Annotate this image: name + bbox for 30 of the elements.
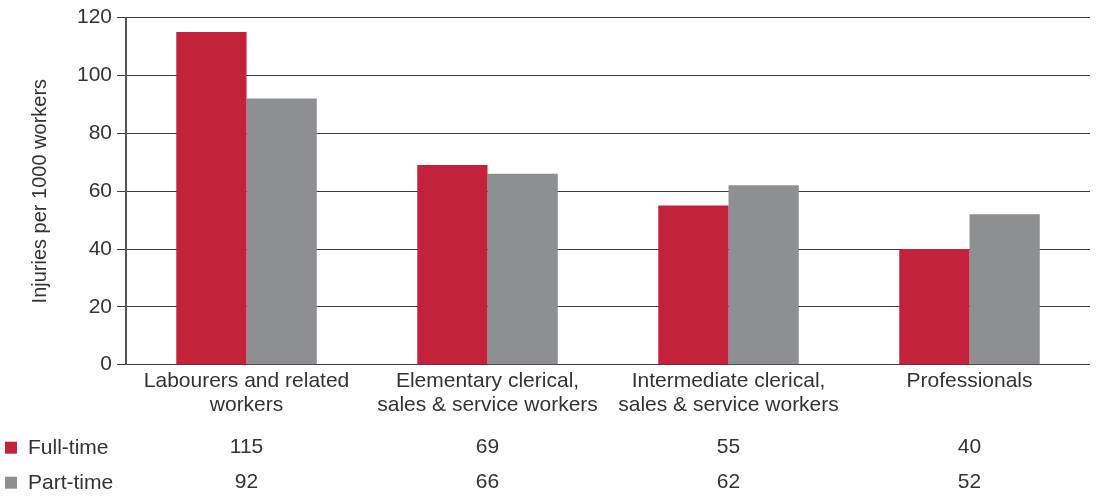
bar: [969, 214, 1040, 365]
data-label: 66: [475, 469, 500, 493]
x-tick-label: Elementary clerical, sales & service workers: [377, 367, 598, 415]
legend-label: Part-time: [28, 470, 114, 494]
y-tick-label: 80: [88, 120, 113, 144]
bar: [899, 249, 970, 365]
legend-label: Full-time: [28, 435, 109, 459]
x-tick-label: Intermediate clerical, sales & service workers: [618, 367, 839, 415]
bar: [176, 32, 247, 365]
bar: [417, 165, 488, 365]
data-label: 115: [229, 434, 264, 458]
bar: [246, 98, 317, 365]
bar: [487, 173, 558, 365]
bar: [728, 185, 799, 365]
data-label: 69: [475, 434, 500, 458]
y-axis-title: Injuries per 1000 workers: [27, 78, 50, 304]
y-tick-label: 120: [76, 4, 113, 28]
data-label: 52: [957, 469, 982, 493]
data-label: 62: [716, 469, 741, 493]
x-tick-label: Professionals: [906, 367, 1033, 391]
y-tick-label: 60: [88, 177, 113, 201]
y-tick-label: 0: [100, 351, 113, 375]
data-label: 40: [957, 434, 982, 458]
x-tick-label: Labourers and related workers: [143, 367, 350, 415]
y-tick-label: 20: [88, 293, 113, 317]
data-label: 55: [716, 434, 741, 458]
y-tick-label: 100: [76, 62, 113, 86]
y-tick-label: 40: [88, 235, 113, 259]
bar: [658, 205, 729, 365]
data-label: 92: [234, 469, 259, 493]
